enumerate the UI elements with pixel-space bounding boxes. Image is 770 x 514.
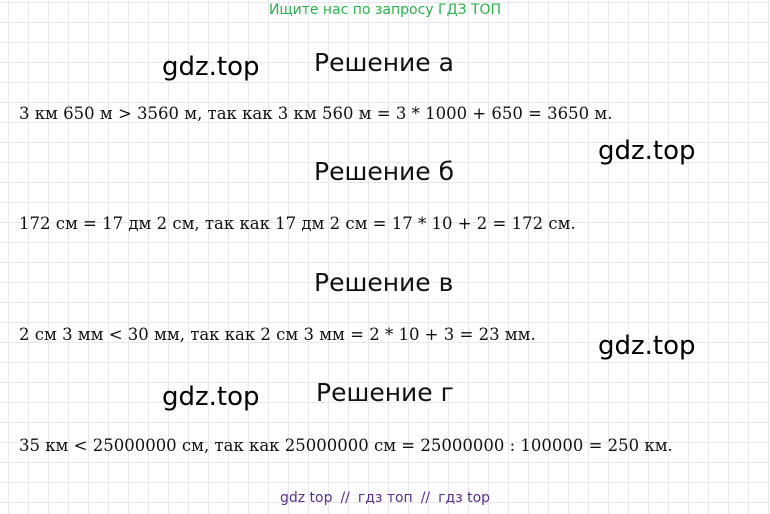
solution-v-title: Решение в xyxy=(314,268,454,297)
footer-separator: // xyxy=(420,490,431,506)
solution-a-text: 3 км 650 м > 3560 м, так как 3 км 560 м … xyxy=(19,104,613,123)
footer-links: gdz top // гдз топ // гдз top xyxy=(0,490,770,506)
footer-link-2[interactable]: гдз топ xyxy=(357,490,413,506)
watermark-3: gdz.top xyxy=(598,331,696,361)
solution-g-text: 35 км < 25000000 см, так как 25000000 см… xyxy=(19,436,673,455)
solution-g-title: Решение г xyxy=(316,378,454,407)
footer-link-1[interactable]: gdz top xyxy=(279,490,333,506)
footer-link-3[interactable]: гдз top xyxy=(438,490,491,506)
footer-separator: // xyxy=(340,490,350,506)
watermark-2: gdz.top xyxy=(598,136,696,166)
solution-v-text: 2 см 3 мм < 30 мм, так как 2 см 3 мм = 2… xyxy=(19,325,536,344)
header-link[interactable]: Ищите нас по запросу ГДЗ ТОП xyxy=(268,2,502,18)
watermark-4: gdz.top xyxy=(162,382,260,412)
solution-a-title: Решение а xyxy=(314,48,454,77)
watermark-1: gdz.top xyxy=(162,52,260,82)
solution-b-title: Решение б xyxy=(314,157,455,186)
solution-b-text: 172 см = 17 дм 2 см, так как 17 дм 2 см … xyxy=(19,214,576,233)
